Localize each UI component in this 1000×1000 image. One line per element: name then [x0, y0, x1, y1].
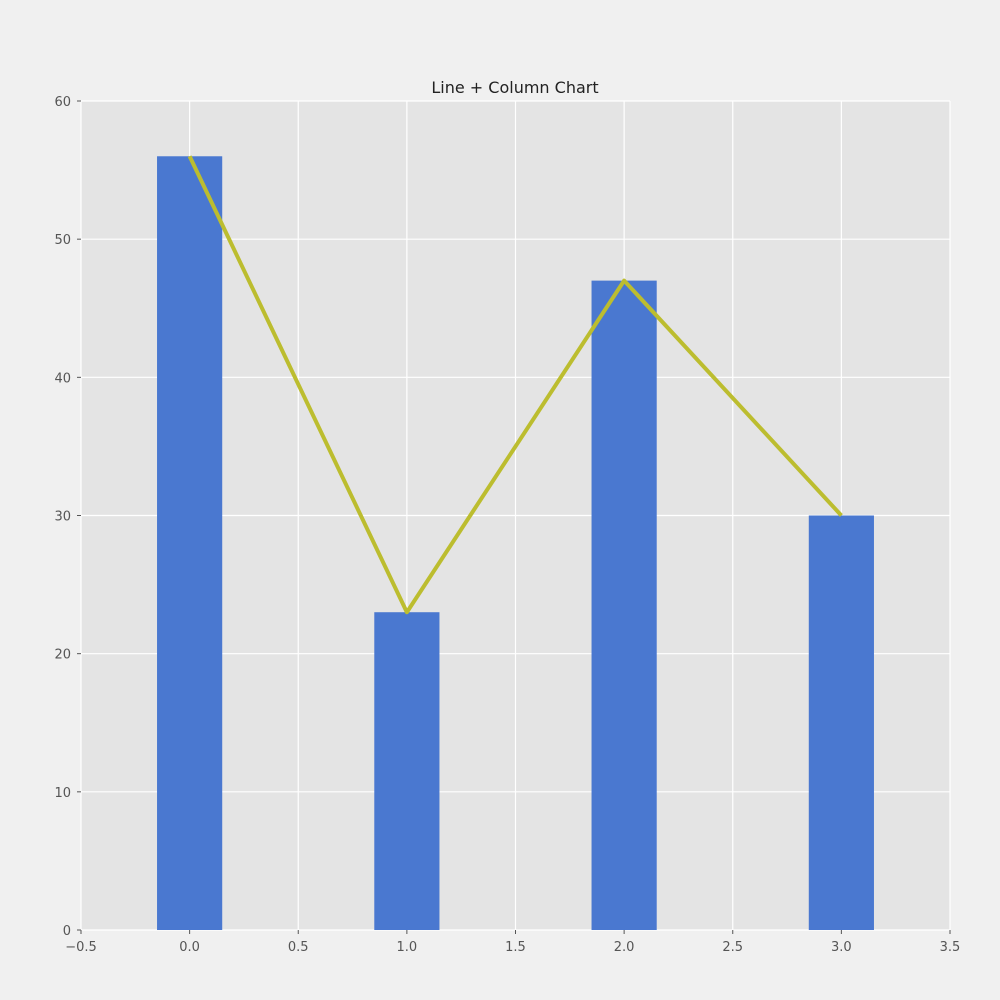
x-tick-label: −0.5 — [65, 940, 97, 955]
y-tick-label: 30 — [54, 510, 71, 525]
x-tick-label: 1.5 — [505, 940, 526, 955]
y-tick-label: 60 — [54, 95, 71, 110]
y-tick-label: 50 — [54, 233, 71, 248]
line-series — [187, 155, 843, 615]
x-tick-label: 0.0 — [179, 940, 200, 955]
x-axis-ticks: −0.5 0.0 0.5 1.0 1.5 2.0 2.5 3.0 3.5 — [65, 930, 960, 955]
series-line — [187, 155, 843, 615]
x-tick-label: 0.5 — [288, 940, 309, 955]
bar — [808, 515, 874, 930]
y-tick-label: 40 — [54, 371, 71, 386]
bar-series — [157, 156, 874, 930]
y-tick-label: 0 — [63, 924, 71, 939]
y-tick-label: 20 — [54, 648, 71, 663]
x-tick-label: 3.0 — [831, 940, 852, 955]
x-tick-label: 3.5 — [940, 940, 961, 955]
x-tick-label: 2.0 — [614, 940, 635, 955]
x-tick-label: 1.0 — [397, 940, 418, 955]
bar — [591, 280, 657, 930]
x-tick-label: 2.5 — [722, 940, 743, 955]
y-axis-ticks: 0 10 20 30 40 50 60 — [54, 95, 81, 939]
bar — [374, 612, 440, 930]
y-tick-label: 10 — [54, 786, 71, 801]
chart-title: Line + Column Chart — [431, 78, 598, 97]
bar — [157, 156, 223, 930]
